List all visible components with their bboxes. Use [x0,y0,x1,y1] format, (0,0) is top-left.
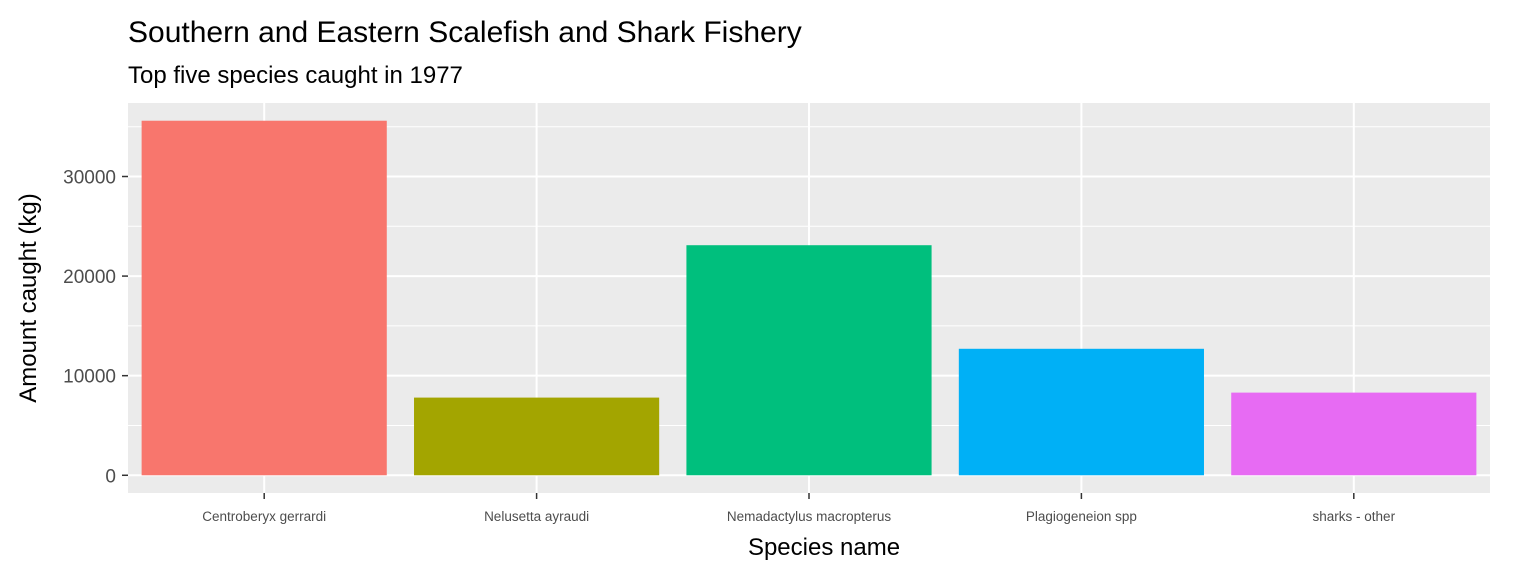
y-axis-title: Amount caught (kg) [15,193,42,402]
x-tick-label: sharks - other [1313,509,1396,524]
bar [1231,392,1477,476]
x-axis: Centroberyx gerrardi Nelusetta ayraudi Nem… [202,493,1396,524]
x-tick-label: Plagiogeneion spp [1026,509,1137,524]
y-tick-label: 30000 [63,167,116,188]
chart-title: Southern and Eastern Scalefish and Shark… [128,16,802,49]
x-axis-title: Species name [748,534,900,561]
bars [141,120,1477,476]
bar [141,120,387,476]
x-tick-label: Nemadactylus macropterus [727,509,892,524]
bar [958,348,1204,476]
bar [414,397,660,476]
x-tick-label: Centroberyx gerrardi [202,509,326,524]
chart-subtitle: Top five species caught in 1977 [128,62,463,89]
x-tick-label: Nelusetta ayraudi [484,509,589,524]
y-tick-label: 0 [105,466,116,487]
y-axis: 0 10000 20000 30000 [63,167,128,487]
bar [686,245,932,476]
y-tick-label: 20000 [63,267,116,288]
y-tick-label: 10000 [63,367,116,388]
